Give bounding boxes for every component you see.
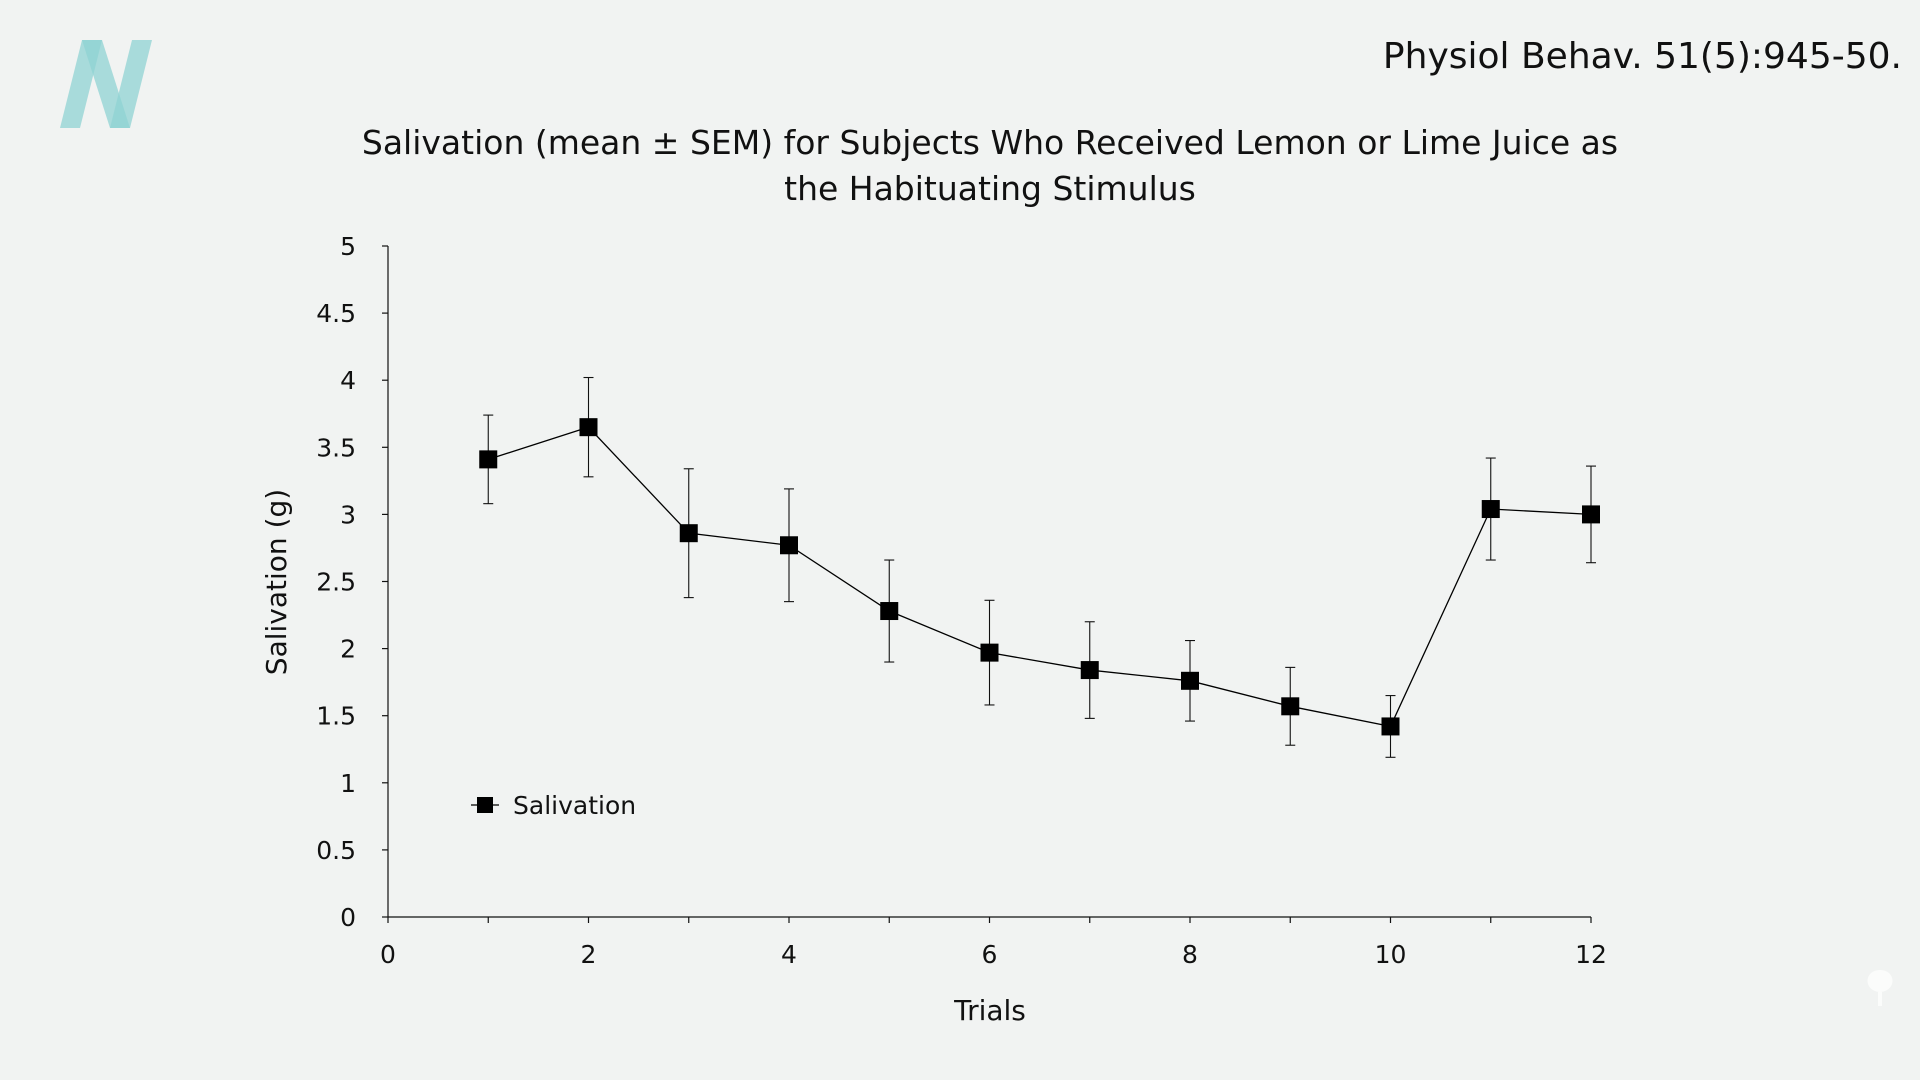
data-point — [980, 643, 999, 662]
x-tick-label: 10 — [1375, 940, 1407, 969]
data-point — [479, 450, 498, 469]
watermark-icon — [1867, 970, 1893, 1006]
data-point — [880, 602, 899, 621]
y-tick-label: 1 — [340, 769, 356, 798]
y-tick-label: 3.5 — [316, 433, 356, 462]
x-tick-label: 8 — [1182, 940, 1198, 969]
x-tick-label: 0 — [380, 940, 396, 969]
y-tick-label: 4.5 — [316, 299, 356, 328]
data-point — [1181, 671, 1199, 690]
chart-title-line-1: Salivation (mean ± SEM) for Subjects Who… — [361, 123, 1619, 162]
y-tick-label: 0.5 — [316, 836, 356, 865]
data-point — [579, 418, 598, 437]
axes — [382, 245, 1592, 923]
chart-title: Salivation (mean ± SEM) for Subjects Who… — [350, 120, 1630, 212]
y-tick-label: 1.5 — [316, 702, 356, 731]
data-point — [1582, 505, 1600, 524]
y-tick-label: 0 — [340, 903, 356, 932]
data-point — [780, 536, 798, 555]
legend-marker — [477, 797, 493, 813]
citation: Physiol Behav. 51(5):945-50. — [1382, 36, 1902, 77]
y-tick-label: 2.5 — [316, 568, 356, 597]
x-tick-label: 2 — [581, 940, 597, 969]
x-tick-label: 6 — [982, 940, 998, 969]
series-layer — [479, 376, 1600, 758]
data-point — [1381, 717, 1400, 736]
data-point — [679, 524, 698, 543]
y-tick-label: 5 — [340, 232, 356, 261]
tick-labels: 0 0.5 1 1.5 2 2.5 3 3.5 4 4.5 5 0 2 4 6 8 10 12 — [316, 232, 1607, 969]
data-point — [1281, 697, 1300, 716]
x-axis-label: Trials — [953, 994, 1026, 1027]
chart-title-line-2: the Habituating Stimulus — [784, 169, 1196, 208]
data-point — [1481, 500, 1500, 519]
legend-label: Salivation — [513, 791, 636, 820]
y-tick-label: 4 — [340, 366, 356, 395]
series-line — [488, 426, 1592, 728]
x-tick-label: 4 — [781, 940, 797, 969]
y-tick-label: 2 — [340, 635, 356, 664]
data-point — [1080, 661, 1099, 680]
y-axis-label: Salivation (g) — [260, 489, 293, 675]
legend: Salivation — [471, 791, 636, 820]
journal-logo-icon — [60, 40, 152, 128]
x-tick-label: 12 — [1575, 940, 1607, 969]
y-tick-label: 3 — [340, 500, 356, 529]
